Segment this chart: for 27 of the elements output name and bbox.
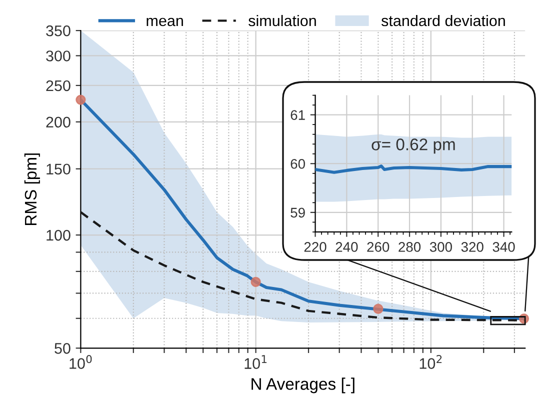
y-tick-label: 60 [290, 158, 306, 169]
y-tick-label: 50 [54, 343, 70, 354]
x-tick-label: 10$^{2}$ [420, 355, 442, 369]
y-tick-label: 350 [46, 25, 70, 36]
legend-label: mean [146, 18, 183, 26]
y-tick-label: 61 [290, 110, 305, 120]
x-tick-label: 280 [398, 242, 421, 252]
y-tick-label: 300 [46, 50, 70, 62]
y-tick-label: 100 [46, 230, 70, 241]
annotation: σ= 0.62 pm [372, 138, 455, 154]
x-tick-label: 10$^{0}$ [70, 355, 92, 369]
x-tick-label: 320 [461, 242, 484, 252]
text: standard deviation [381, 14, 505, 26]
y-axis-title: RMS [pm] [24, 153, 40, 226]
x-tick-label: 220 [304, 242, 326, 252]
x-axis-title: N Averages [-] [252, 378, 354, 394]
x-tick-label: 340 [492, 242, 515, 252]
legend-label: simulation [248, 14, 316, 26]
x-tick-label: 240 [336, 242, 358, 252]
x-tick-label: 260 [367, 242, 390, 252]
y-tick-label: 59 [290, 208, 305, 218]
y-tick-label: 250 [46, 80, 70, 92]
x-tick-label: 10$^{1}$ [244, 355, 267, 369]
y-tick-label: 150 [46, 164, 70, 175]
y-tick-label: 200 [46, 116, 70, 128]
x-tick-label: 300 [430, 242, 452, 252]
line-series [315, 164, 512, 174]
